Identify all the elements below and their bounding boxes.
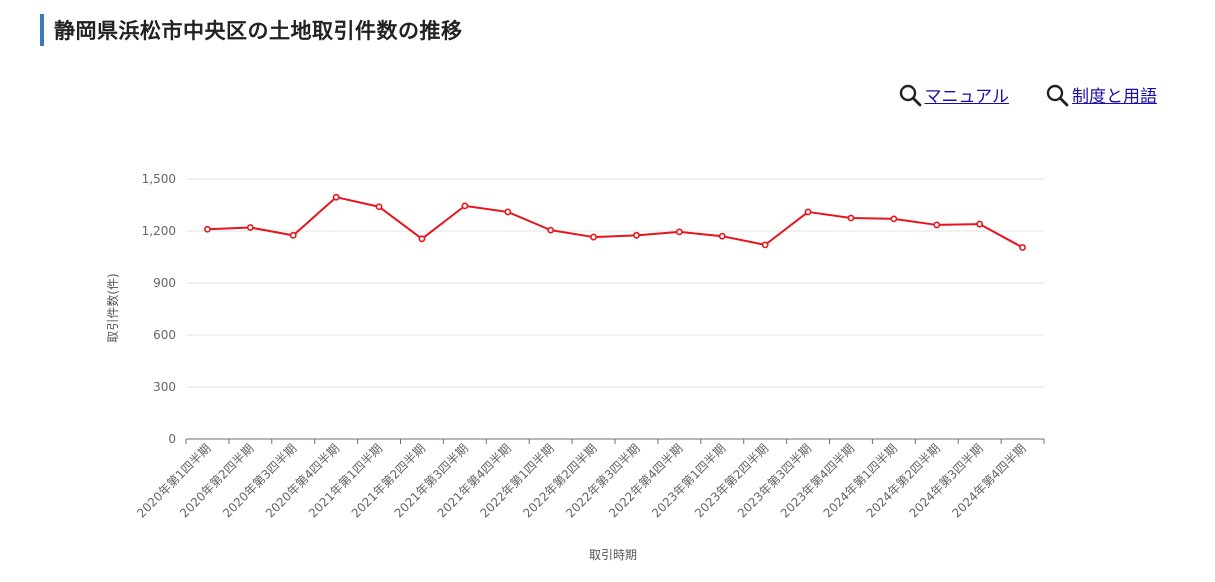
terms-link-label[interactable]: 制度と用語 — [1072, 87, 1157, 107]
y-tick-label: 1,200 — [142, 224, 176, 238]
manual-link-label[interactable]: マニュアル — [924, 87, 1010, 107]
x-axis-title: 取引時期 — [589, 548, 637, 562]
x-tick-label: 2022年第3四半期 — [563, 441, 642, 520]
x-tick-label: 2023年第4四半期 — [778, 441, 857, 520]
x-tick-label: 2020年第4四半期 — [263, 441, 342, 520]
data-point — [890, 215, 898, 223]
series-line — [207, 196, 1024, 249]
data-point — [1019, 244, 1026, 251]
page-title: 静岡県浜松市中央区の土地取引件数の推移 — [54, 19, 463, 43]
data-point — [504, 208, 512, 216]
data-point — [804, 208, 812, 216]
data-point — [933, 221, 941, 229]
terms-link[interactable]: 制度と用語 — [1045, 82, 1157, 107]
x-tick-label: 2021年第3四半期 — [392, 441, 471, 520]
data-point — [547, 226, 555, 234]
data-point — [246, 224, 254, 231]
x-tick-label: 2022年第1四半期 — [477, 441, 556, 520]
x-tick-label: 2024年第4四半期 — [949, 441, 1028, 520]
data-point — [590, 233, 597, 241]
x-tick-label: 2023年第3四半期 — [735, 441, 814, 520]
data-point — [461, 202, 469, 210]
data-point — [976, 220, 984, 228]
y-tick-label: 300 — [153, 380, 176, 394]
data-point — [375, 203, 383, 211]
x-tick-label: 2021年第4四半期 — [435, 441, 514, 520]
y-tick-label: 1,500 — [142, 172, 176, 186]
data-point — [332, 193, 340, 201]
help-links: マニュアル 制度と用語 — [898, 82, 1157, 107]
y-tick-label: 900 — [153, 276, 176, 290]
data-point — [847, 214, 855, 222]
data-point — [718, 232, 726, 240]
x-tick-label: 2020年第3四半期 — [220, 441, 299, 520]
x-tick-label: 2020年第2四半期 — [177, 441, 256, 520]
y-tick-label: 600 — [153, 328, 176, 342]
x-tick-label: 2024年第3四半期 — [906, 441, 985, 520]
manual-link[interactable]: マニュアル — [898, 82, 1010, 107]
data-point — [761, 241, 769, 249]
data-point — [289, 231, 297, 239]
y-axis-title: 取引件数(件) — [105, 273, 120, 342]
search-icon — [899, 84, 921, 106]
x-tick-label: 2021年第1四半期 — [306, 441, 385, 520]
x-tick-label: 2020年第1四半期 — [134, 441, 213, 520]
data-point — [675, 228, 683, 236]
x-tick-label: 2021年第2四半期 — [349, 441, 428, 520]
x-tick-label: 2024年第1四半期 — [821, 441, 900, 520]
x-tick-label: 2022年第4四半期 — [606, 441, 685, 520]
data-point — [418, 235, 426, 243]
data-point — [204, 225, 211, 233]
x-tick-label: 2022年第2四半期 — [520, 441, 599, 520]
y-tick-label: 0 — [168, 432, 176, 446]
x-tick-label: 2023年第1四半期 — [649, 441, 728, 520]
x-tick-label: 2024年第2四半期 — [864, 441, 943, 520]
data-point — [633, 231, 640, 239]
title-bar: 静岡県浜松市中央区の土地取引件数の推移 — [40, 14, 463, 46]
x-tick-label: 2023年第2四半期 — [692, 441, 771, 520]
search-icon — [1046, 84, 1069, 106]
